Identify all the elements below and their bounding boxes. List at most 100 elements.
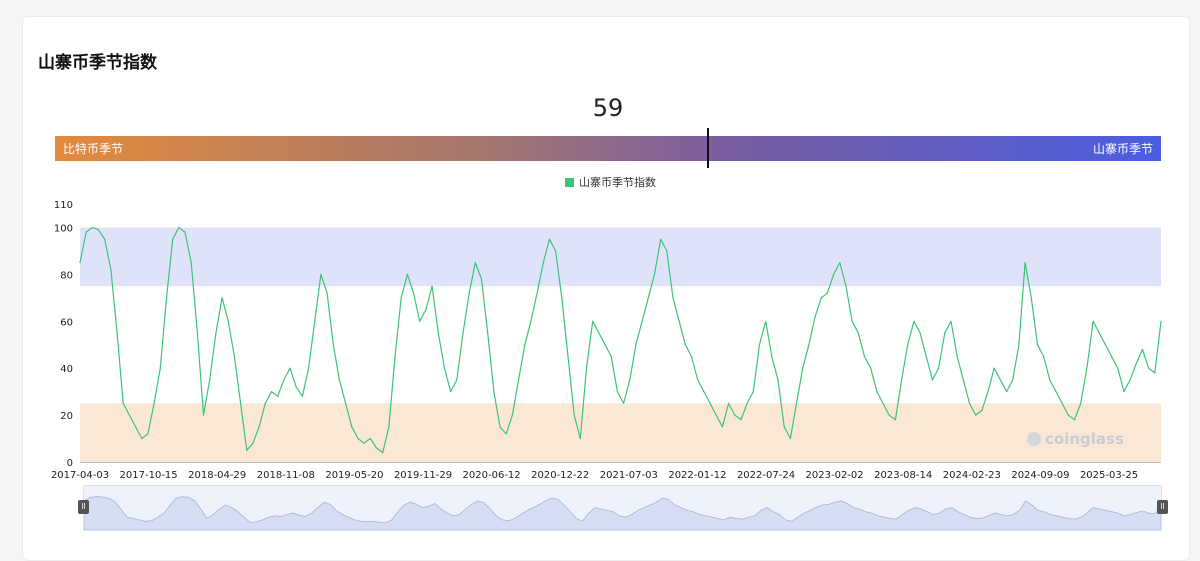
data-point xyxy=(567,355,569,358)
y-tick-label: 60 xyxy=(60,317,73,328)
data-point xyxy=(332,344,334,346)
data-point xyxy=(709,402,711,404)
data-point xyxy=(839,262,841,264)
data-point xyxy=(913,320,915,322)
data-point xyxy=(1005,391,1008,393)
data-point xyxy=(579,437,581,440)
data-point xyxy=(1104,344,1107,346)
data-point xyxy=(153,402,155,404)
band-altcoin-season xyxy=(80,227,1161,287)
watermark-text: coinglass xyxy=(1045,430,1124,448)
coinglass-logo-icon xyxy=(1027,432,1041,446)
data-point xyxy=(758,344,761,346)
data-point xyxy=(1049,379,1051,381)
data-point xyxy=(1160,320,1162,322)
data-point xyxy=(307,367,310,369)
data-point xyxy=(672,297,674,299)
data-point xyxy=(826,292,829,294)
data-point xyxy=(802,367,804,369)
data-point xyxy=(406,273,408,275)
data-point xyxy=(752,391,754,393)
data-point xyxy=(1036,344,1039,346)
x-tick-label: 2017-10-15 xyxy=(120,470,178,481)
x-tick-label: 2019-11-29 xyxy=(394,470,452,481)
data-point xyxy=(907,344,909,346)
data-point xyxy=(968,402,971,404)
data-point xyxy=(938,367,940,369)
data-point xyxy=(870,367,872,369)
band-bitcoin-season xyxy=(80,403,1161,462)
data-point xyxy=(635,344,637,346)
data-point xyxy=(536,292,538,294)
data-point xyxy=(1030,297,1032,299)
x-tick-label: 2020-12-22 xyxy=(531,470,589,481)
series-line-altcoin-index xyxy=(79,226,1162,454)
x-tick-label: 2019-05-20 xyxy=(325,470,383,481)
y-tick-label: 20 xyxy=(60,411,73,422)
zoom-navigator[interactable] xyxy=(83,485,1162,531)
data-point xyxy=(264,402,266,404)
data-point xyxy=(91,226,93,229)
data-point xyxy=(956,355,958,358)
data-point xyxy=(789,437,791,440)
data-point xyxy=(363,442,365,444)
data-point xyxy=(999,379,1001,381)
data-point xyxy=(487,332,489,334)
data-point xyxy=(190,262,192,264)
x-tick-label: 2023-02-02 xyxy=(806,470,864,481)
data-point xyxy=(431,285,433,287)
data-point xyxy=(1098,332,1100,334)
data-point xyxy=(697,379,699,381)
data-point xyxy=(215,332,217,334)
data-point xyxy=(876,391,878,393)
data-point xyxy=(141,437,143,440)
data-point xyxy=(777,379,779,381)
data-point xyxy=(517,379,520,381)
navigator-right-handle-icon[interactable]: ll xyxy=(1157,500,1168,514)
data-point xyxy=(1141,348,1144,351)
data-point xyxy=(301,395,303,397)
data-point xyxy=(505,433,507,435)
data-point xyxy=(740,419,742,421)
data-point xyxy=(1018,344,1020,346)
navigator-left-handle-icon[interactable]: ll xyxy=(78,500,89,514)
data-point xyxy=(678,320,680,322)
data-point xyxy=(703,391,705,393)
data-point xyxy=(184,231,186,233)
data-point xyxy=(1123,391,1125,393)
data-point xyxy=(400,297,402,299)
data-point xyxy=(888,414,890,416)
data-point xyxy=(1043,355,1045,358)
y-tick-label: 100 xyxy=(54,223,73,234)
data-point xyxy=(338,379,341,381)
data-point xyxy=(944,332,946,334)
x-tick-label: 2017-04-03 xyxy=(51,470,109,481)
data-point xyxy=(598,332,600,334)
data-point xyxy=(221,297,223,299)
line-chart: 0 20 40 60 80 100 110 2017-04-03 2017-10-15 2018-… xyxy=(51,200,1162,481)
data-point xyxy=(950,320,952,322)
data-point xyxy=(851,320,853,322)
data-point xyxy=(480,278,483,280)
legend-label: 山寨币季节指数 xyxy=(579,176,656,189)
data-point xyxy=(987,391,989,393)
data-point xyxy=(450,391,452,393)
data-point xyxy=(270,391,273,393)
data-point xyxy=(1012,379,1014,381)
chart-legend[interactable]: 山寨币季节指数 xyxy=(565,174,656,190)
data-point xyxy=(666,250,668,252)
x-tick-label: 2020-06-12 xyxy=(463,470,521,481)
data-point xyxy=(196,332,198,334)
y-tick-label: 0 xyxy=(67,458,73,469)
x-tick-label: 2021-07-03 xyxy=(600,470,658,481)
data-point xyxy=(437,332,439,334)
data-point xyxy=(147,433,149,435)
data-point xyxy=(548,238,551,240)
data-point xyxy=(833,273,835,275)
x-tick-label: 2024-09-09 xyxy=(1011,470,1069,481)
data-point xyxy=(820,297,822,299)
data-point xyxy=(85,231,87,233)
data-point xyxy=(765,320,767,322)
data-point xyxy=(931,379,934,381)
chart-card xyxy=(22,16,1190,561)
